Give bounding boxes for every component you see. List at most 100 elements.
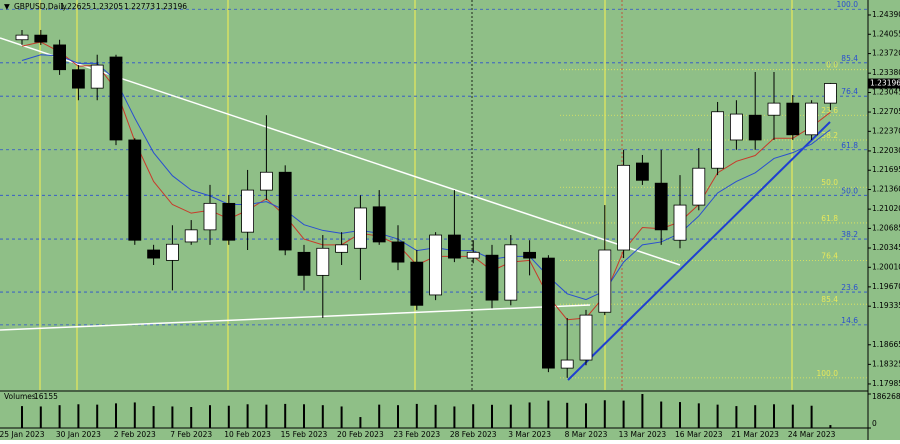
candle-body [560, 359, 574, 369]
volume-tick-label: 186268 [872, 392, 900, 401]
x-tick-label: 7 Feb 2023 [170, 430, 212, 439]
fib-label: 23.6 [821, 106, 838, 115]
fib-label: 100.0 [817, 369, 839, 378]
y-tick-label: 1.20685 [872, 223, 900, 232]
volume-bar [773, 404, 775, 428]
y-tick-label: 1.19335 [872, 301, 900, 310]
candle-body [711, 111, 724, 169]
candle-body [372, 206, 386, 243]
candle-body [147, 249, 161, 259]
y-tick-label: 1.22705 [872, 107, 900, 116]
volume-bar [810, 405, 813, 428]
volume-bar [378, 404, 381, 428]
x-tick-label: 2 Feb 2023 [114, 430, 156, 439]
candle-body [109, 56, 123, 141]
volume-bar [491, 404, 493, 428]
symbol: GBPUSD,Daily [14, 2, 67, 11]
volume-bar [321, 405, 324, 428]
volume-bar [152, 406, 155, 428]
y-tick-label: 1.24055 [872, 29, 900, 38]
candle-body [429, 234, 443, 296]
volume-bar [679, 402, 681, 428]
volume-bar [603, 400, 606, 428]
price-tag-label: 1.23196 [870, 79, 900, 88]
volume-bar [397, 405, 399, 428]
candle-body [748, 114, 762, 141]
candle-layer [15, 29, 837, 378]
y-tick-label: 1.22370 [872, 126, 900, 135]
candle-body [805, 102, 818, 136]
volume-title: Volumes [4, 392, 36, 401]
candle-body [184, 229, 198, 243]
candle-body [824, 83, 837, 104]
x-tick-label: 28 Feb 2023 [450, 430, 497, 439]
y-tick-label: 1.19670 [872, 282, 900, 291]
candle-body [128, 139, 142, 241]
volume-last: 16155 [34, 392, 58, 401]
volume-bar [171, 406, 174, 428]
ohlc-open: 1.22625 [60, 2, 91, 11]
trend-line [0, 304, 591, 331]
fib-label: 14.6 [841, 316, 858, 325]
volume-tick-label: 0 [872, 419, 877, 428]
volume-bar [115, 403, 117, 428]
volume-bar [453, 406, 456, 428]
fib-label: 50.0 [841, 186, 858, 195]
y-tick-label: 1.18665 [872, 340, 900, 349]
candle-body [504, 244, 518, 301]
volume-bar [209, 405, 211, 428]
x-tick-label: 30 Jan 2023 [56, 430, 101, 439]
volume-bar [472, 404, 475, 428]
fib-label: 76.4 [821, 251, 838, 260]
fib-label: 23.6 [841, 283, 858, 292]
candle-body [617, 164, 630, 251]
volume-bar [96, 404, 99, 428]
x-tick-label: 24 Mar 2023 [788, 430, 836, 439]
candle-body [297, 251, 311, 276]
x-tick-label: 20 Feb 2023 [337, 430, 384, 439]
candle-body [259, 171, 273, 191]
candle-body [72, 69, 85, 89]
volume-layer [21, 394, 832, 428]
candle-body [654, 182, 668, 231]
x-tick-label: 8 Mar 2023 [565, 430, 608, 439]
y-tick-label: 1.18325 [872, 359, 900, 368]
ohlc-low: 1.22773 [124, 2, 155, 11]
candle-body [316, 247, 330, 276]
candle-body [636, 162, 649, 181]
volume-bar [303, 404, 305, 428]
ohlc-high: 1.23205 [92, 2, 123, 11]
volume-bar [547, 400, 550, 428]
x-tick-label: 13 Mar 2023 [619, 430, 667, 439]
y-tick-label: 1.23045 [872, 87, 900, 96]
x-tick-label: 23 Feb 2023 [393, 430, 440, 439]
volume-bar [21, 406, 23, 428]
volume-bar [359, 417, 362, 428]
y-tick-label: 1.24390 [872, 10, 900, 19]
candle-body [692, 167, 706, 206]
volume-bar [585, 403, 587, 428]
fib-label: 38.2 [841, 230, 858, 239]
candle-body [673, 204, 687, 241]
volume-bar [39, 406, 42, 428]
fib-label: 38.2 [821, 131, 838, 140]
y-tick-label: 1.23380 [872, 68, 900, 77]
volume-bar [754, 405, 757, 428]
x-tick-label: 25 Jan 2023 [0, 430, 45, 439]
fib-label: 85.4 [841, 54, 858, 63]
candle-body [222, 202, 236, 241]
fib-label: 50.0 [821, 178, 838, 187]
y-tick-label: 1.20345 [872, 243, 900, 252]
volume-bar [735, 406, 738, 428]
volume-bar [284, 403, 287, 428]
candle-body [579, 314, 593, 361]
fib-layer: 100.0 85.4 76.4 61.8 50.0 38.2 23.6 14.6 0.0 23.6… [0, 0, 868, 379]
candle-body [203, 202, 217, 231]
candle-body [353, 207, 367, 249]
candle-body [34, 34, 48, 43]
indicator-line [21, 41, 831, 321]
candle-body [165, 243, 179, 261]
ohlc-close: 1.23196 [156, 2, 187, 11]
candle-body [410, 261, 424, 306]
